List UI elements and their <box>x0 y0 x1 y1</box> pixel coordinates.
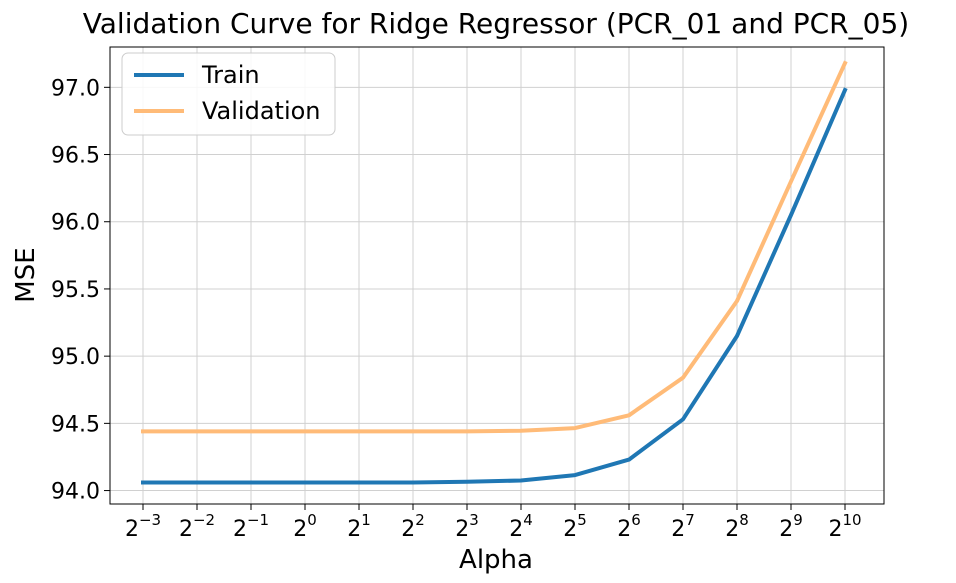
x-tick-label: 20 <box>293 511 317 542</box>
legend-label: Validation <box>202 97 321 125</box>
plot-frame <box>109 46 885 505</box>
x-tick-label: 21 <box>347 511 371 542</box>
y-tick-label: 94.5 <box>51 412 100 437</box>
legend-label: Train <box>201 61 260 89</box>
x-tick-label: 2−2 <box>179 511 215 542</box>
x-tick-label: 22 <box>401 511 425 542</box>
y-tick-label: 96.5 <box>51 144 100 169</box>
x-tick-label: 23 <box>455 511 479 542</box>
y-tick-label: 97.0 <box>51 76 100 101</box>
y-axis-label: MSE <box>11 247 41 302</box>
x-tick-label: 26 <box>617 511 641 542</box>
x-tick-label: 25 <box>563 511 587 542</box>
series-lines <box>141 60 848 485</box>
y-tick-label: 96.0 <box>51 211 100 236</box>
legend: Train Validation <box>121 52 336 136</box>
y-tick-label: 95.5 <box>51 278 100 303</box>
grid <box>110 47 884 504</box>
x-tick-label: 2−3 <box>125 511 161 542</box>
x-tick-label: 27 <box>671 511 695 542</box>
y-axis-ticks: 94.0 94.5 95.0 95.5 96.0 96.5 97.0 <box>51 76 110 505</box>
x-tick-label: 24 <box>509 511 533 542</box>
y-tick-label: 94.0 <box>51 480 100 505</box>
x-tick-label: 2−1 <box>233 511 269 542</box>
x-tick-label: 29 <box>779 511 803 542</box>
y-tick-label: 95.0 <box>51 345 100 370</box>
x-tick-label: 28 <box>725 511 749 542</box>
series-line-validation <box>141 60 848 434</box>
x-axis-ticks: 2−3 2−2 2−1 20 21 22 23 24 25 26 27 28 29 210 <box>125 504 862 542</box>
x-axis-label: Alpha <box>459 545 533 575</box>
series-line-train <box>141 87 848 485</box>
x-tick-label: 210 <box>828 511 861 542</box>
chart-title: Validation Curve for Ridge Regressor (PC… <box>83 7 909 40</box>
